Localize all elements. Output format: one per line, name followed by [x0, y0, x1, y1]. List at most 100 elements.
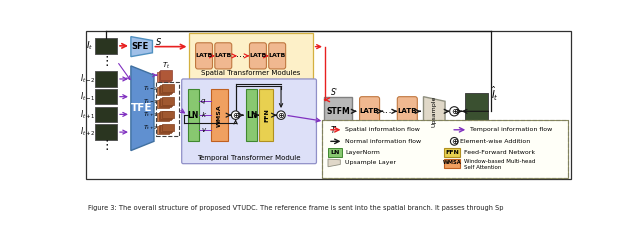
Text: $T_t$: $T_t$ [162, 61, 170, 71]
Text: ⊕: ⊕ [451, 107, 458, 116]
Text: LATB: LATB [249, 53, 267, 58]
Text: WMSA: WMSA [442, 161, 461, 165]
Text: Spatial information flow: Spatial information flow [345, 127, 420, 132]
Bar [95, 71, 117, 87]
Text: S: S [156, 38, 161, 47]
Text: Upsample: Upsample [432, 96, 436, 127]
FancyBboxPatch shape [182, 79, 316, 164]
Bar [189, 33, 312, 79]
Text: v: v [201, 127, 205, 133]
Bar [259, 89, 273, 141]
Text: LN: LN [330, 150, 340, 155]
Bar [162, 111, 174, 118]
Bar [444, 148, 460, 157]
Bar [160, 71, 172, 80]
Bar [157, 87, 170, 95]
Text: $\hat{I}_t$: $\hat{I}_t$ [492, 85, 499, 103]
Text: Upsample Layer: Upsample Layer [345, 161, 396, 165]
Text: Normal information flow: Normal information flow [345, 139, 421, 144]
Text: FFN: FFN [445, 150, 459, 155]
Polygon shape [131, 66, 154, 151]
Text: LATB: LATB [214, 53, 232, 58]
Text: LATB: LATB [397, 108, 417, 114]
Text: $T_{t-1}$: $T_{t-1}$ [143, 97, 159, 106]
Bar [324, 97, 352, 126]
Bar [95, 124, 117, 140]
Text: $I_t$: $I_t$ [86, 40, 93, 52]
Bar [160, 125, 172, 132]
Bar [159, 112, 171, 120]
Text: Temporal information flow: Temporal information flow [470, 127, 552, 132]
Text: $T_{t+2}$: $T_{t+2}$ [143, 123, 159, 132]
Text: Window-based Multi-head: Window-based Multi-head [463, 159, 535, 164]
FancyBboxPatch shape [397, 97, 417, 126]
Text: Temporal Transformer Module: Temporal Transformer Module [197, 154, 301, 161]
Text: ⊕: ⊕ [232, 111, 239, 120]
Text: T': T' [331, 126, 337, 135]
Text: LayerNorm: LayerNorm [345, 150, 380, 155]
Text: ⋮: ⋮ [100, 140, 113, 153]
Bar [159, 86, 171, 94]
Bar [162, 84, 174, 92]
Text: $T_{t-2}$: $T_{t-2}$ [143, 84, 159, 93]
Bar [157, 126, 170, 134]
Text: LN: LN [188, 111, 199, 120]
Polygon shape [424, 97, 445, 126]
Text: FFN: FFN [264, 108, 269, 122]
Text: $I_{t-1}$: $I_{t-1}$ [80, 90, 95, 103]
Text: $I_{t-2}$: $I_{t-2}$ [80, 73, 95, 85]
Polygon shape [328, 159, 340, 167]
Bar [160, 98, 172, 106]
Text: q: q [201, 98, 205, 104]
Bar [157, 100, 170, 108]
Text: Figure 3: The overall structure of proposed VTUDC. The reference frame is sent i: Figure 3: The overall structure of propo… [88, 205, 503, 211]
Text: ...: ... [382, 105, 393, 115]
Circle shape [276, 111, 285, 119]
Bar [86, 31, 572, 179]
Bar [159, 99, 171, 107]
Bar [246, 89, 257, 141]
Text: LN: LN [246, 111, 257, 120]
Bar [159, 71, 171, 81]
Bar [160, 85, 172, 93]
Bar [444, 159, 460, 167]
Bar [156, 82, 179, 136]
FancyBboxPatch shape [269, 43, 285, 69]
Text: $T_{t+1}$: $T_{t+1}$ [143, 110, 159, 119]
Circle shape [450, 107, 459, 116]
Polygon shape [131, 37, 152, 57]
Bar [188, 89, 198, 141]
Text: LATB: LATB [269, 53, 286, 58]
Text: ⊕: ⊕ [278, 111, 285, 120]
Bar [322, 120, 568, 178]
Text: LATB: LATB [195, 53, 212, 58]
Text: ⊕: ⊕ [451, 137, 458, 146]
Text: ...: ... [236, 49, 244, 59]
Text: $I_{t+1}$: $I_{t+1}$ [80, 108, 95, 121]
Text: $I_{t+2}$: $I_{t+2}$ [80, 126, 95, 138]
Bar [95, 89, 117, 104]
Bar [159, 126, 171, 133]
Text: SFE: SFE [131, 42, 148, 51]
FancyBboxPatch shape [360, 97, 380, 126]
Bar [162, 124, 174, 131]
Text: k: k [201, 112, 205, 118]
Bar [160, 112, 172, 119]
Bar [157, 113, 170, 121]
Bar [465, 93, 488, 130]
Text: Self Attention: Self Attention [463, 165, 501, 170]
Text: S': S' [331, 87, 338, 97]
Text: LATB: LATB [360, 108, 380, 114]
Text: Spatial Transformer Modules: Spatial Transformer Modules [202, 70, 301, 76]
Bar [211, 89, 228, 141]
Circle shape [232, 111, 240, 119]
Circle shape [451, 137, 458, 145]
Text: ⋮: ⋮ [100, 55, 113, 68]
FancyBboxPatch shape [250, 43, 266, 69]
Text: STFM: STFM [326, 107, 350, 116]
Bar [162, 97, 174, 105]
FancyBboxPatch shape [215, 43, 232, 69]
Text: WMSA: WMSA [217, 104, 222, 127]
Text: TFE: TFE [131, 103, 152, 113]
Bar [157, 72, 170, 82]
